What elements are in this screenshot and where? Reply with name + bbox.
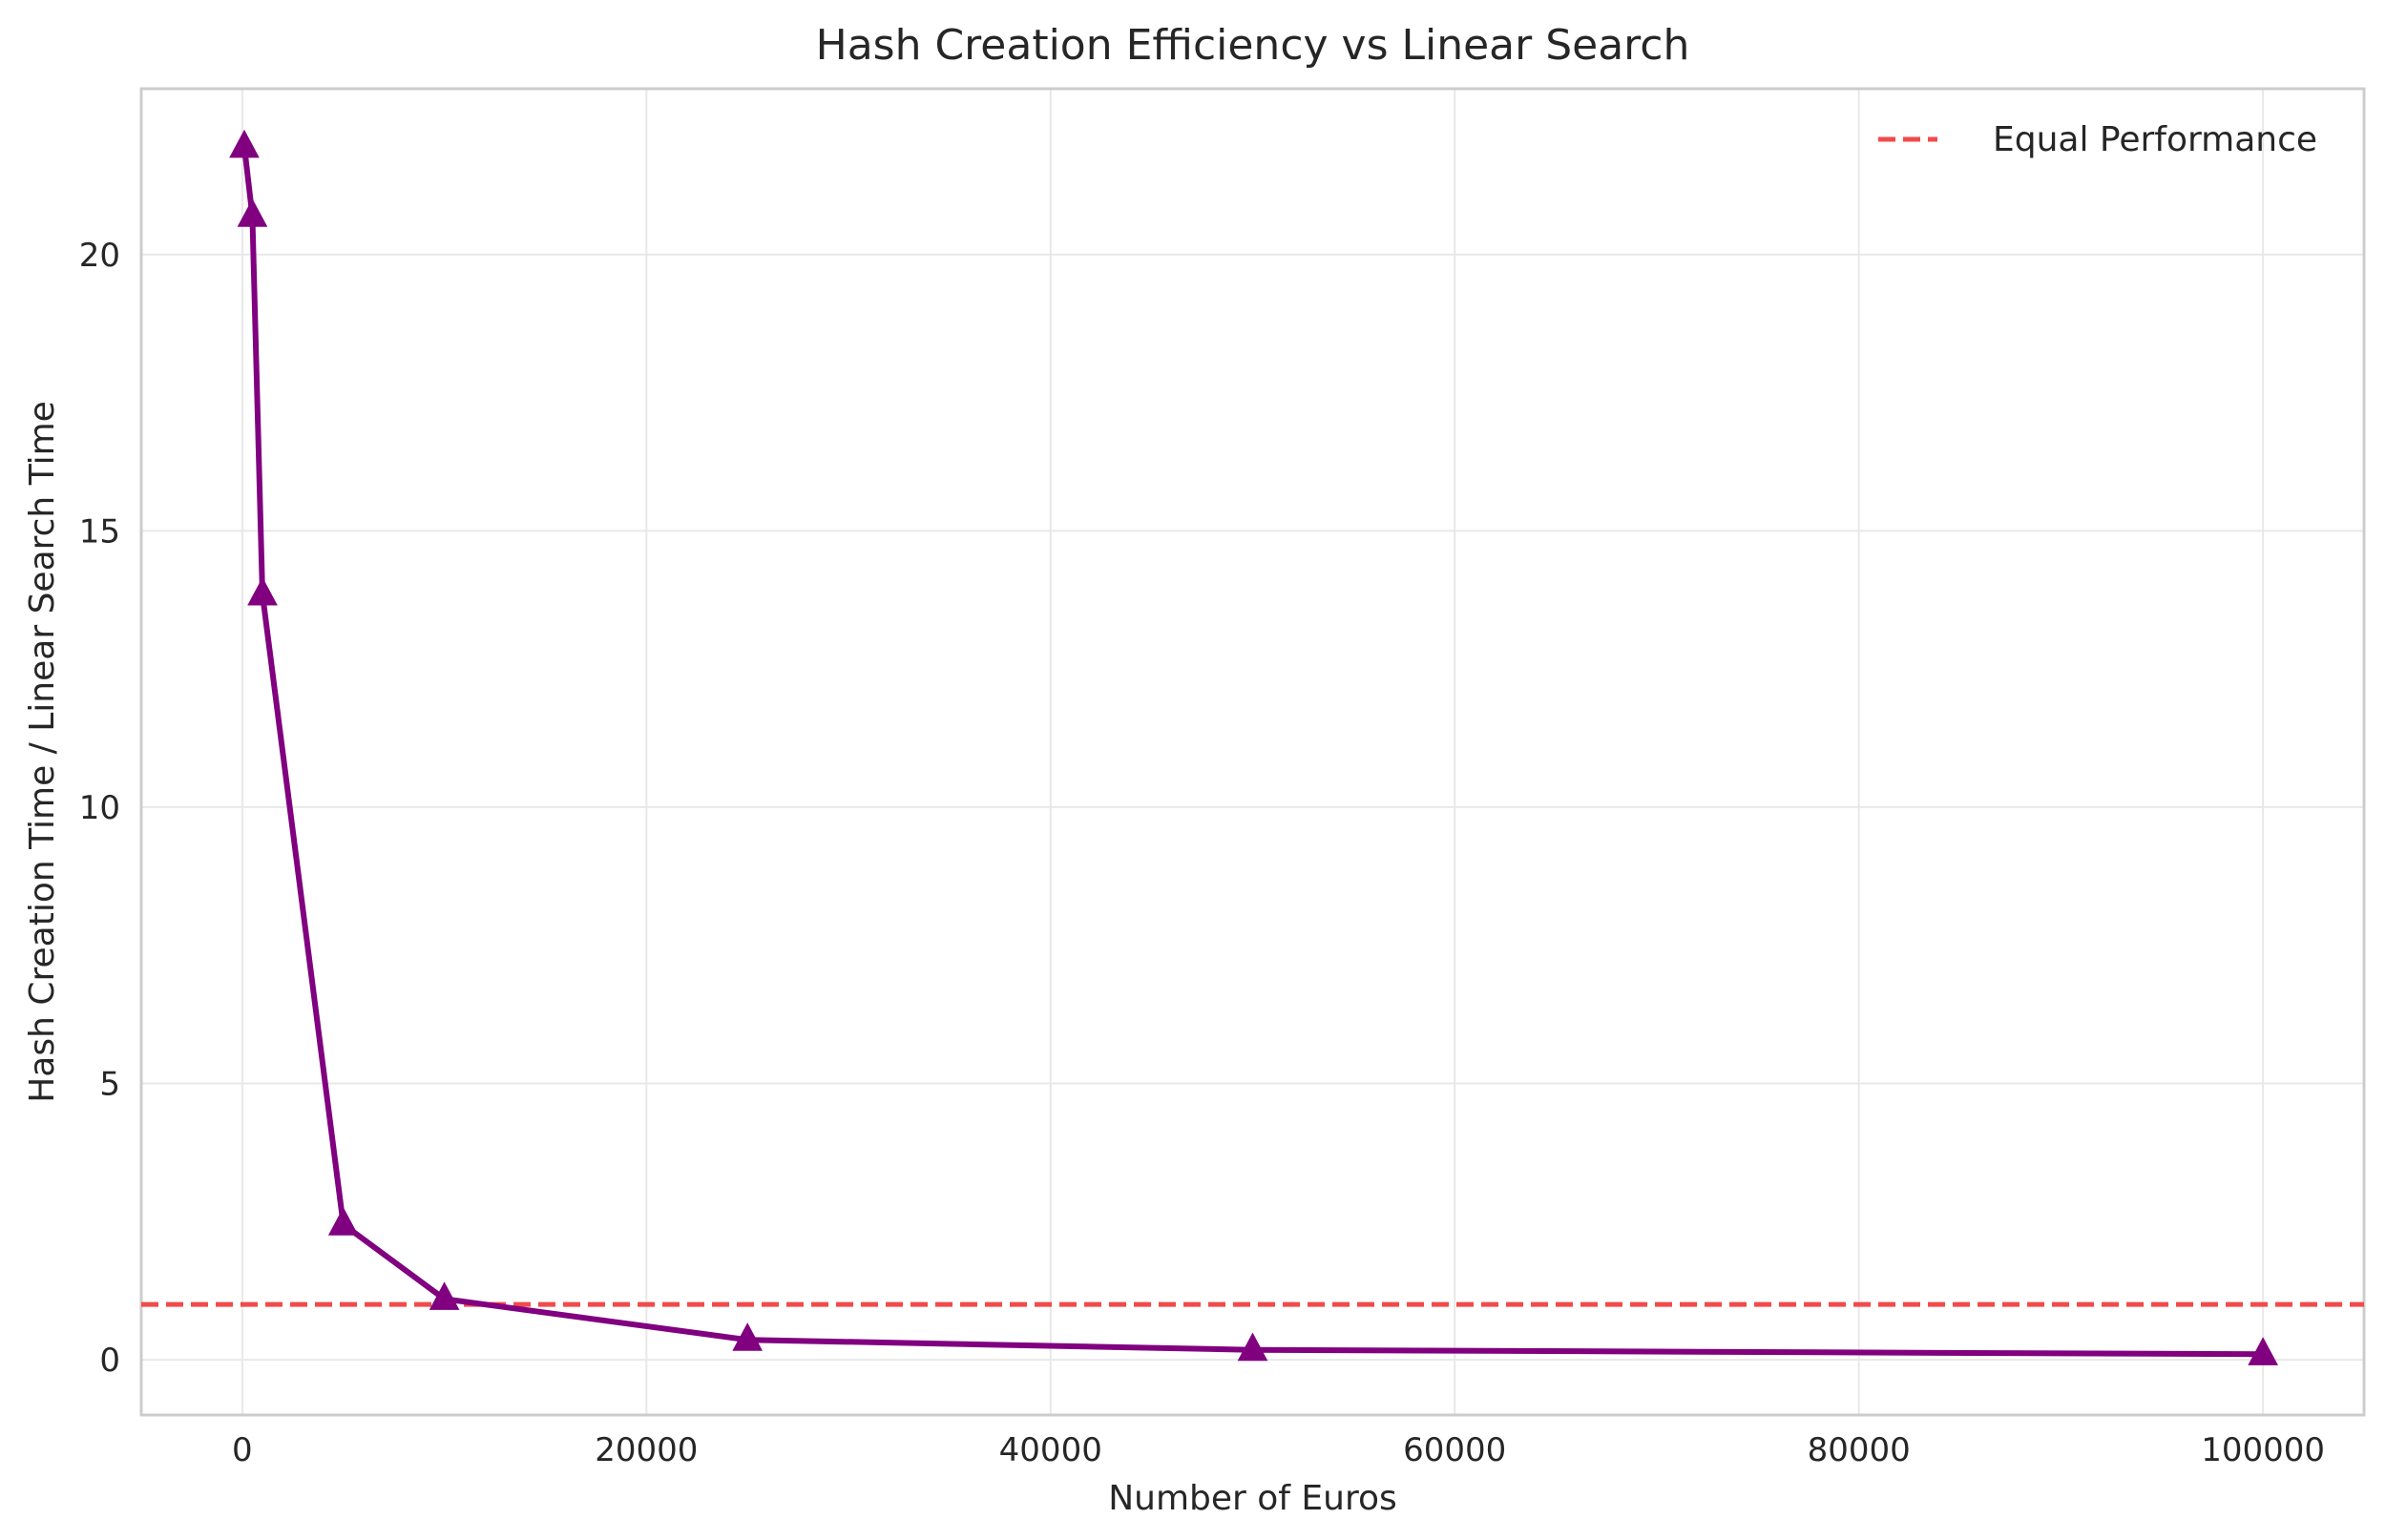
x-tick-label: 60000	[1403, 1431, 1506, 1469]
y-tick-label: 5	[99, 1066, 120, 1104]
y-tick-label: 0	[99, 1342, 120, 1380]
data-point-marker	[247, 576, 278, 606]
x-tick-label: 80000	[1808, 1431, 1911, 1469]
tick-labels: 0 20000 40000 60000 80000 100000 0 5 10 15 20	[79, 237, 2325, 1469]
x-axis-label: Number of Euros	[1108, 1479, 1397, 1518]
legend: Equal Performance	[1878, 120, 2317, 159]
data-point-marker	[732, 1322, 764, 1351]
data-point-marker	[237, 198, 268, 227]
x-tick-label: 40000	[999, 1431, 1102, 1469]
data-point-marker	[327, 1207, 359, 1236]
x-tick-label: 20000	[595, 1431, 698, 1469]
data-point-marker	[429, 1281, 460, 1310]
series-line	[241, 146, 2264, 1358]
data-point-marker	[2248, 1337, 2278, 1365]
plot-frame	[139, 87, 2366, 1417]
y-tick-label: 20	[79, 237, 120, 275]
legend-label-equal-performance: Equal Performance	[1993, 120, 2317, 159]
grid	[141, 89, 2364, 1415]
chart-title: Hash Creation Efficiency vs Linear Searc…	[816, 21, 1690, 70]
y-tick-label: 15	[79, 512, 120, 551]
data-point-marker	[229, 129, 260, 158]
x-tick-label: 0	[232, 1431, 253, 1469]
y-tick-label: 10	[79, 789, 120, 827]
y-axis-label: Hash Creation Time / Linear Search Time	[23, 401, 62, 1103]
data-point-marker	[1237, 1332, 1268, 1362]
series	[229, 129, 2278, 1365]
x-tick-label: 100000	[2201, 1431, 2325, 1469]
